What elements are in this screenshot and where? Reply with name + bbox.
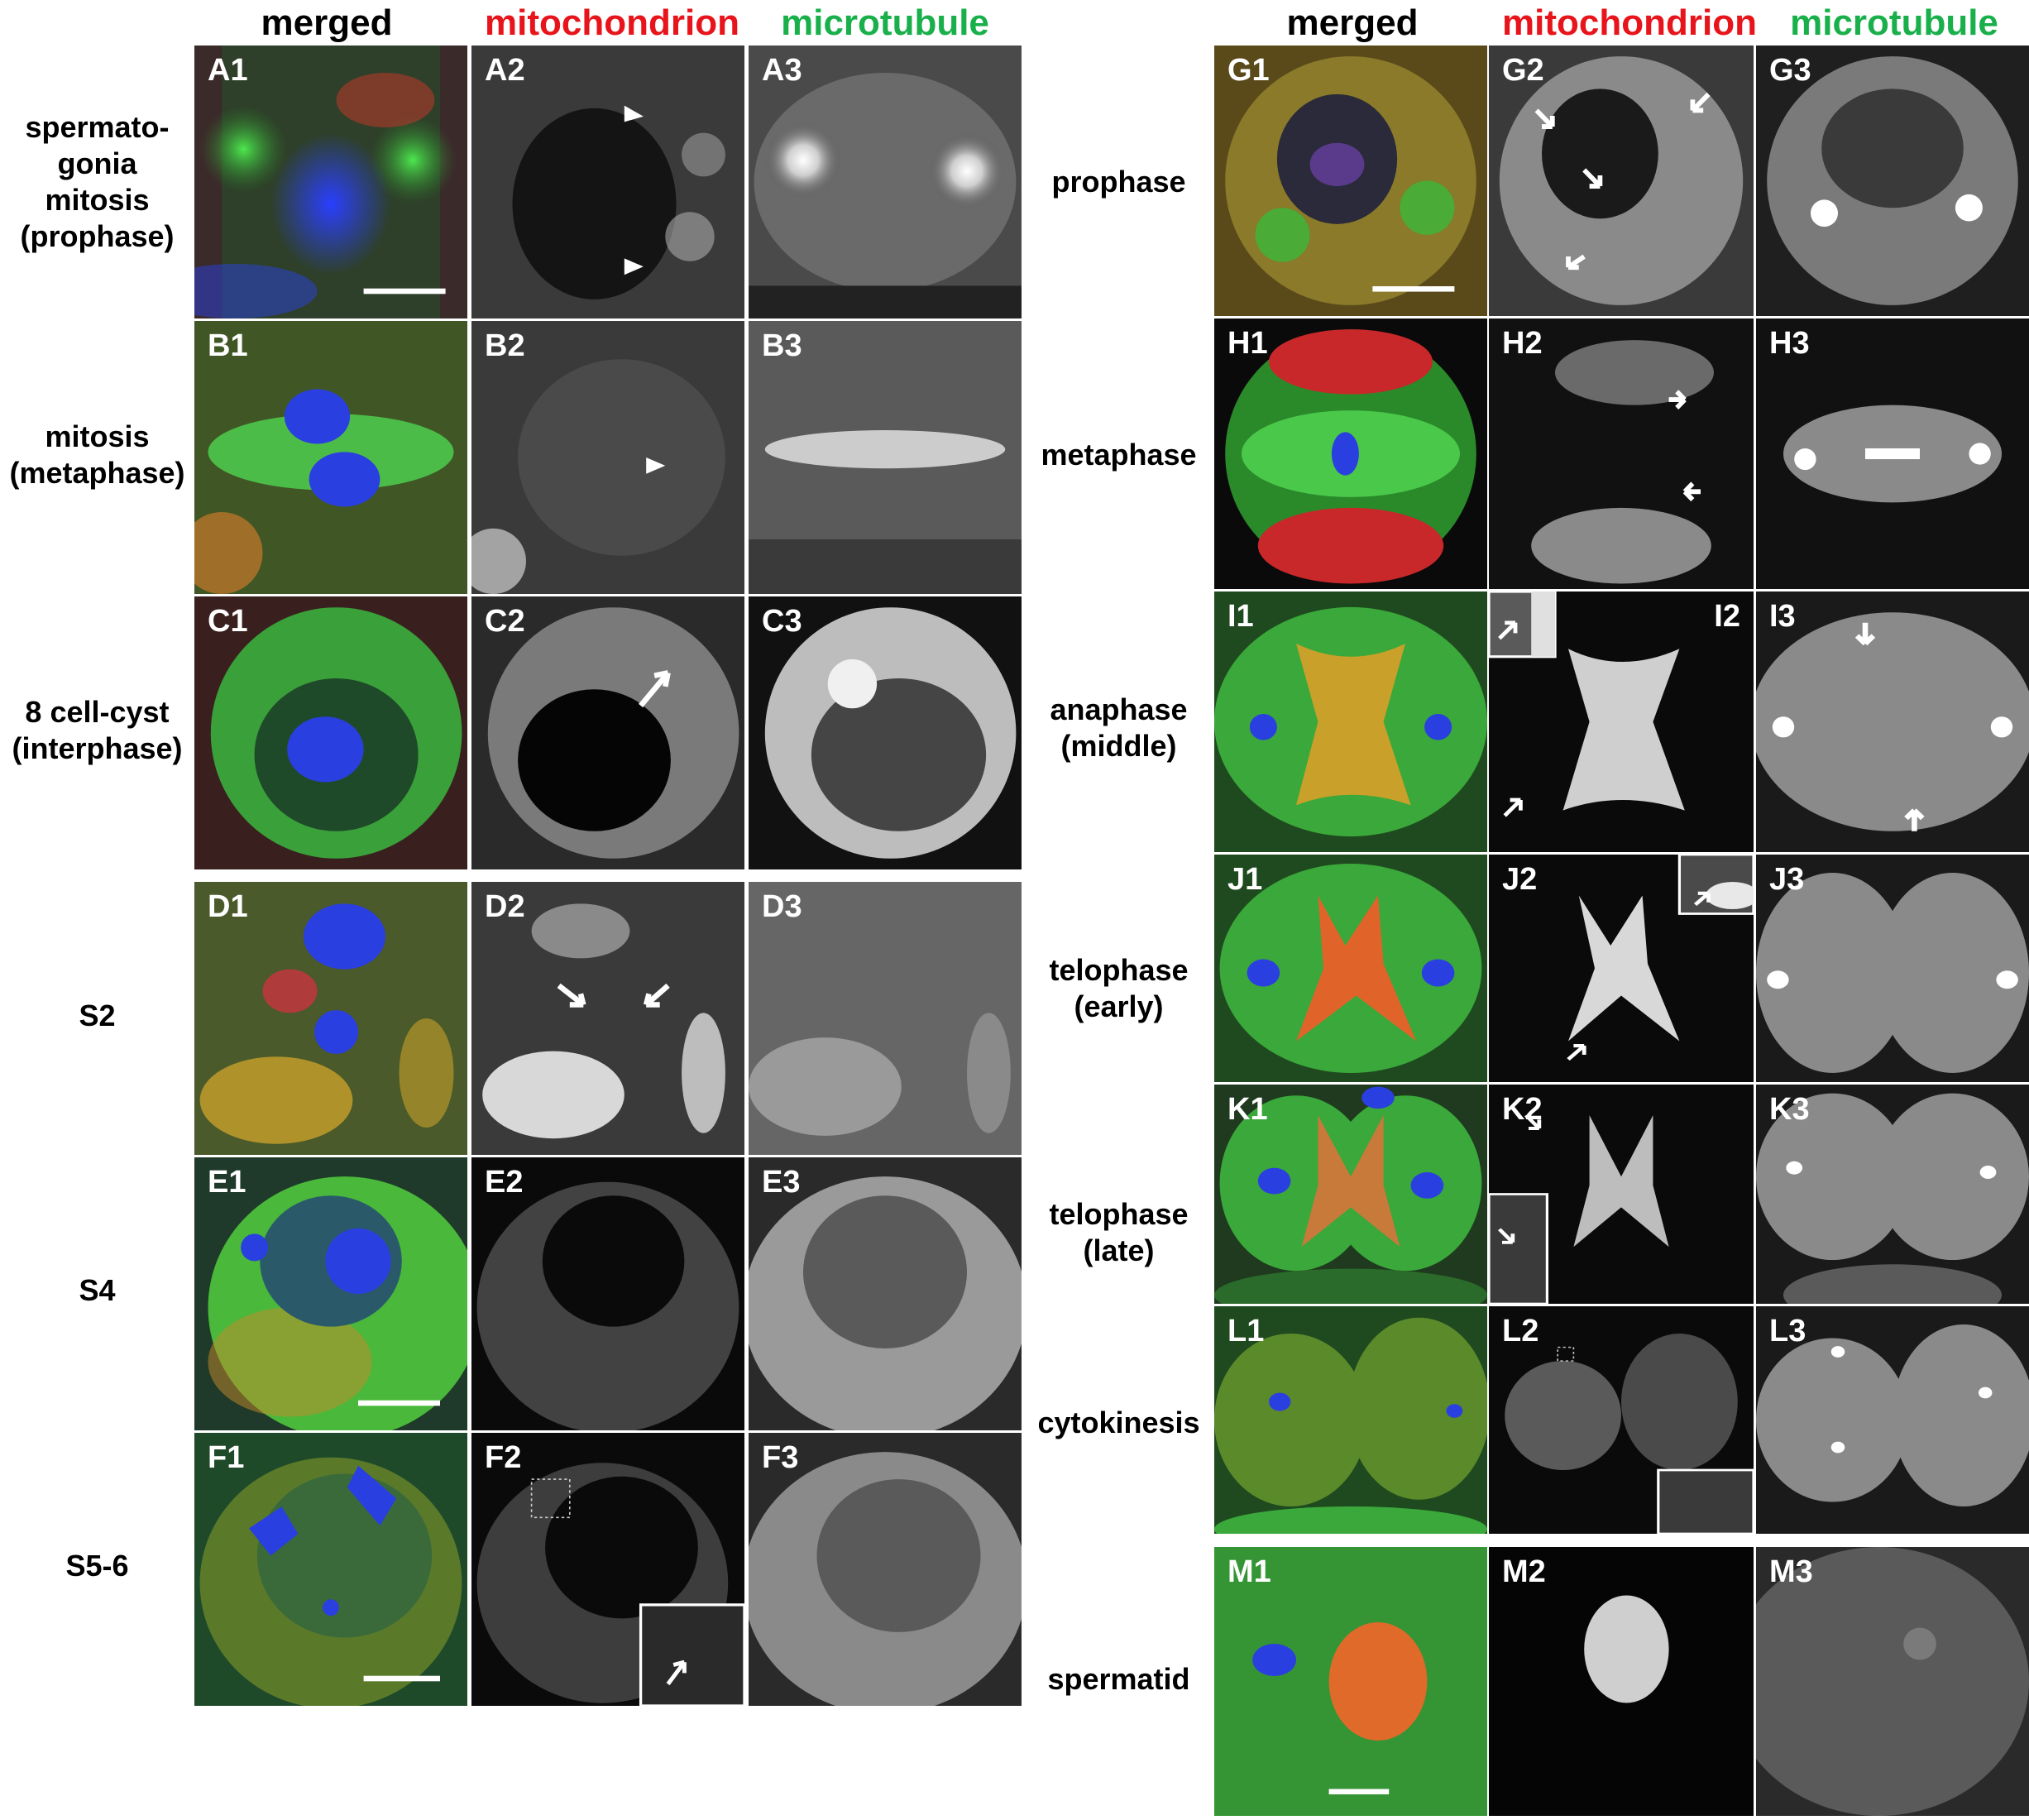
panel-G1: G1 [1214, 46, 1487, 316]
panel-label-A3: A3 [762, 53, 802, 88]
panel-label-E3: E3 [762, 1165, 801, 1200]
panel-F2: F2 [471, 1433, 744, 1706]
panel-label-L3: L3 [1769, 1314, 1806, 1348]
panel-D3: D3 [749, 882, 1022, 1155]
panel-K1: K1 [1214, 1085, 1487, 1304]
panel-label-J3: J3 [1769, 862, 1805, 897]
panel-B1: B1 [194, 321, 467, 594]
panel-label-I1: I1 [1227, 599, 1254, 634]
panel-label-G2: G2 [1502, 53, 1544, 88]
right-header-mitochondrion: mitochondrion [1502, 2, 1757, 43]
panel-C1: C1 [194, 596, 467, 869]
panel-L3: L3 [1756, 1306, 2029, 1534]
panel-B3: B3 [749, 321, 1022, 594]
panel-label-B3: B3 [762, 328, 802, 363]
row-label-C: 8 cell-cyst (interphase) [12, 695, 183, 765]
panel-D1: D1 [194, 882, 467, 1155]
right-header-merged: merged [1286, 2, 1419, 43]
panel-label-A1: A1 [208, 53, 248, 88]
row-label-G: prophase [1051, 165, 1186, 199]
panel-C3: C3 [749, 596, 1022, 869]
panel-K2: K2 [1489, 1085, 1754, 1304]
panel-label-M1: M1 [1227, 1554, 1271, 1589]
panel-H1: H1 [1214, 318, 1487, 589]
panel-label-I2: I2 [1714, 599, 1740, 634]
panel-label-D1: D1 [208, 889, 248, 924]
row-label-K: telophase (late) [1049, 1197, 1189, 1267]
panel-M3: M3 [1756, 1547, 2029, 1816]
panel-label-K3: K3 [1769, 1092, 1810, 1127]
panel-I3: I3 [1756, 592, 2029, 852]
panel-label-E1: E1 [208, 1165, 246, 1200]
panel-I1: I1 [1214, 592, 1487, 852]
panel-label-G1: G1 [1227, 53, 1270, 88]
row-label-M: spermatid [1047, 1662, 1190, 1696]
panel-label-C1: C1 [208, 604, 248, 639]
panel-label-L1: L1 [1227, 1314, 1265, 1348]
panel-F3: F3 [749, 1433, 1022, 1706]
panel-label-M2: M2 [1502, 1554, 1546, 1589]
panel-I2: I2 [1489, 592, 1754, 852]
panel-H2: H2 [1489, 318, 1754, 589]
panel-M1: M1 [1214, 1547, 1487, 1816]
panel-F1: F1 [194, 1433, 467, 1706]
panel-label-M3: M3 [1769, 1554, 1813, 1589]
panel-H3: H3 [1756, 318, 2029, 589]
panel-G2: G2 [1489, 46, 1754, 316]
panel-label-H3: H3 [1769, 326, 1810, 361]
panel-A2: A2 [471, 46, 744, 318]
panel-B2: B2 [471, 321, 744, 594]
panel-label-F2: F2 [485, 1440, 522, 1475]
row-label-J: telophase (early) [1049, 953, 1189, 1023]
panel-label-J2: J2 [1502, 862, 1538, 897]
panel-J2: J2 [1489, 855, 1754, 1082]
panel-label-B1: B1 [208, 328, 248, 363]
row-label-A: spermato- gonia mitosis (prophase) [20, 110, 175, 253]
panel-D2: D2 [471, 882, 744, 1155]
panel-J3: J3 [1756, 855, 2029, 1082]
panel-label-C3: C3 [762, 604, 802, 639]
panel-label-K2: K2 [1502, 1092, 1543, 1127]
panel-E2: E2 [471, 1157, 744, 1430]
panel-label-A2: A2 [485, 53, 525, 88]
panel-label-D3: D3 [762, 889, 802, 924]
panel-G3: G3 [1756, 46, 2029, 316]
left-header-mitochondrion: mitochondrion [485, 2, 739, 43]
panel-label-L2: L2 [1502, 1314, 1539, 1348]
panel-label-H1: H1 [1227, 326, 1268, 361]
panel-label-J1: J1 [1227, 862, 1263, 897]
row-label-I: anaphase (middle) [1050, 692, 1188, 763]
panel-label-E2: E2 [485, 1165, 524, 1200]
row-label-E: S4 [79, 1273, 116, 1307]
panel-label-G3: G3 [1769, 53, 1811, 88]
row-label-L: cytokinesis [1037, 1406, 1200, 1439]
panel-K3: K3 [1756, 1085, 2029, 1304]
panel-A3: A3 [749, 46, 1022, 318]
row-label-F: S5-6 [65, 1549, 129, 1583]
row-label-D: S2 [79, 999, 116, 1032]
panel-L2: L2 [1489, 1306, 1754, 1534]
panel-label-F3: F3 [762, 1440, 799, 1475]
panel-M2: M2 [1489, 1547, 1754, 1816]
panel-label-K1: K1 [1227, 1092, 1268, 1127]
left-header-merged: merged [261, 2, 393, 43]
panel-label-F1: F1 [208, 1440, 245, 1475]
panel-label-C2: C2 [485, 604, 525, 639]
panel-L1: L1 [1214, 1306, 1487, 1534]
panel-C2: C2 [471, 596, 744, 869]
panel-A1: A1 [194, 46, 467, 318]
row-label-B: mitosis (metaphase) [9, 419, 185, 490]
panel-E1: E1 [194, 1157, 467, 1430]
left-header-microtubule: microtubule [781, 2, 989, 43]
panel-label-D2: D2 [485, 889, 525, 924]
panel-label-I3: I3 [1769, 599, 1796, 634]
panel-J1: J1 [1214, 855, 1487, 1082]
panel-label-B2: B2 [485, 328, 525, 363]
row-label-H: metaphase [1041, 438, 1197, 472]
right-header-microtubule: microtubule [1790, 2, 1998, 43]
panel-label-H2: H2 [1502, 326, 1543, 361]
panel-E3: E3 [749, 1157, 1022, 1430]
